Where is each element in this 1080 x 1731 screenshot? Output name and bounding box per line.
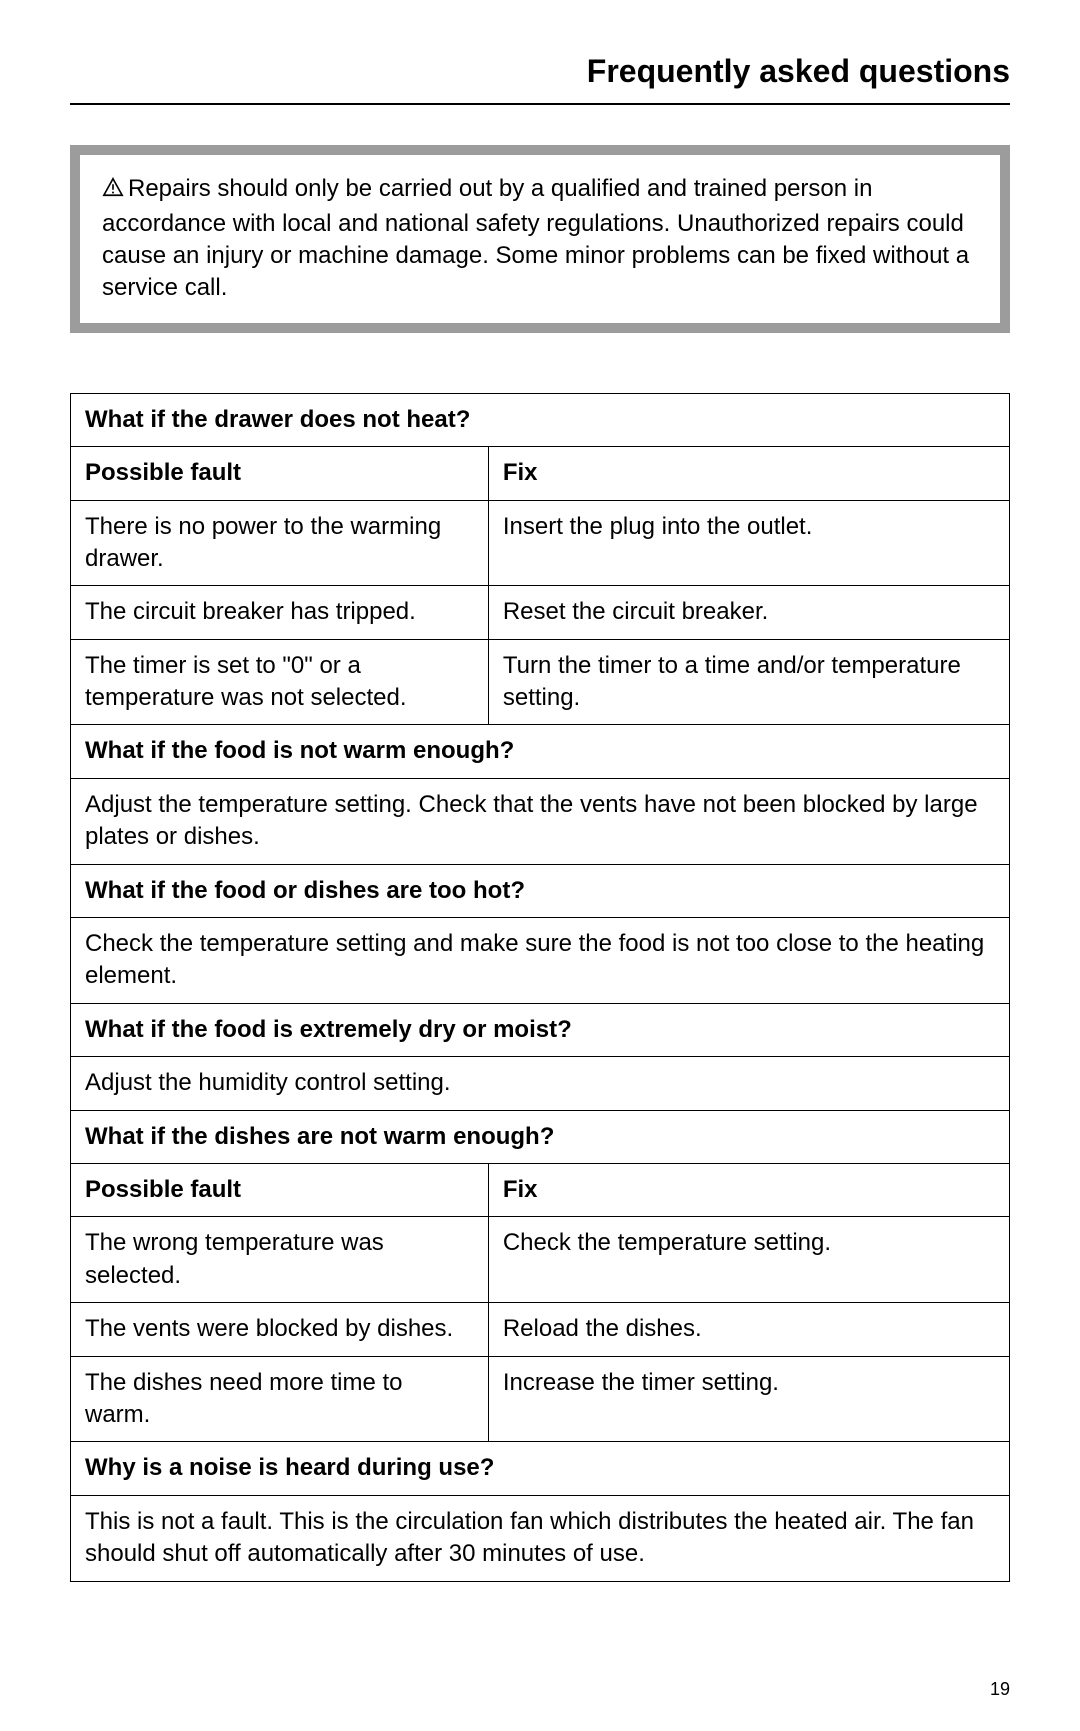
page-number: 19 (70, 1677, 1010, 1701)
fix-cell: Increase the timer setting. (488, 1356, 1009, 1442)
page-title: Frequently asked questions (70, 50, 1010, 105)
fault-cell: The circuit breaker has tripped. (71, 586, 489, 639)
warning-text: Repairs should only be carried out by a … (102, 175, 969, 301)
faq-question: Why is a noise is heard during use? (71, 1442, 1010, 1495)
faq-answer: Adjust the humidity control setting. (71, 1057, 1010, 1110)
table-row: The dishes need more time to warm. Incre… (71, 1356, 1010, 1442)
warning-box: Repairs should only be carried out by a … (70, 145, 1010, 333)
fault-cell: There is no power to the warming drawer. (71, 500, 489, 586)
faq-question: What if the food is not warm enough? (71, 725, 1010, 778)
faq-question: What if the food is extremely dry or moi… (71, 1003, 1010, 1056)
fault-cell: The dishes need more time to warm. (71, 1356, 489, 1442)
fix-cell: Turn the timer to a time and/or temperat… (488, 639, 1009, 725)
column-header-fault: Possible fault (71, 447, 489, 500)
table-row: The wrong temperature was selected. Chec… (71, 1217, 1010, 1303)
column-header-fault: Possible fault (71, 1164, 489, 1217)
fix-cell: Reset the circuit breaker. (488, 586, 1009, 639)
fix-cell: Reload the dishes. (488, 1303, 1009, 1356)
table-row: There is no power to the warming drawer.… (71, 500, 1010, 586)
faq-question: What if the dishes are not warm enough? (71, 1110, 1010, 1163)
faq-answer: Adjust the temperature setting. Check th… (71, 778, 1010, 864)
table-row: The vents were blocked by dishes. Reload… (71, 1303, 1010, 1356)
fix-cell: Check the temperature setting. (488, 1217, 1009, 1303)
fault-cell: The wrong temperature was selected. (71, 1217, 489, 1303)
column-header-fix: Fix (488, 1164, 1009, 1217)
faq-table: What if the drawer does not heat? Possib… (70, 393, 1010, 1582)
column-header-fix: Fix (488, 447, 1009, 500)
faq-answer: This is not a fault. This is the circula… (71, 1495, 1010, 1581)
faq-answer: Check the temperature setting and make s… (71, 918, 1010, 1004)
faq-question: What if the drawer does not heat? (71, 393, 1010, 446)
fault-cell: The timer is set to "0" or a temperature… (71, 639, 489, 725)
table-row: The timer is set to "0" or a temperature… (71, 639, 1010, 725)
faq-question: What if the food or dishes are too hot? (71, 864, 1010, 917)
fault-cell: The vents were blocked by dishes. (71, 1303, 489, 1356)
table-row: The circuit breaker has tripped. Reset t… (71, 586, 1010, 639)
warning-triangle-icon (102, 175, 124, 207)
fix-cell: Insert the plug into the outlet. (488, 500, 1009, 586)
